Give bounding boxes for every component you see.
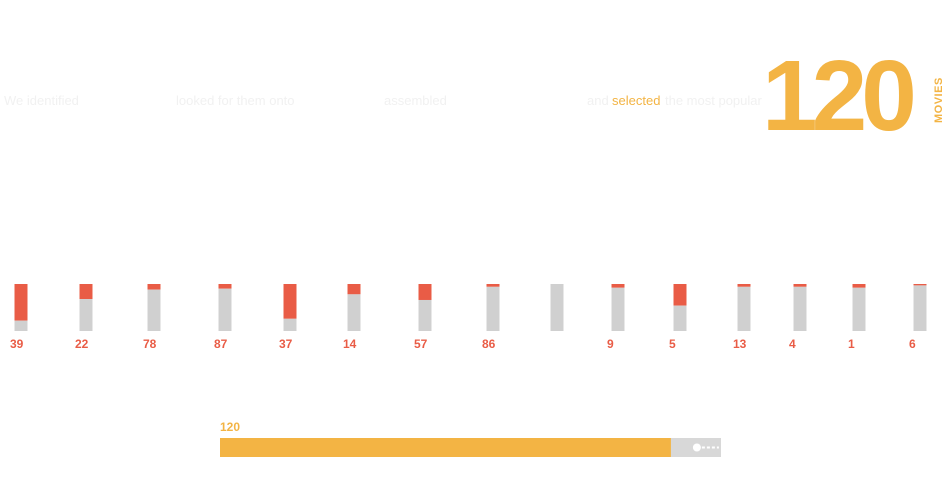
bar-segment-base-13: [852, 287, 866, 331]
progress-label: 120: [220, 420, 241, 434]
bar-segment-highlight-7: [486, 284, 500, 287]
bar-segment-highlight-13: [852, 284, 866, 288]
bar-group: [14, 284, 927, 331]
bar-segment-highlight-10: [673, 284, 687, 306]
progress-knob-icon[interactable]: [692, 443, 719, 452]
bar-segment-highlight-5: [347, 284, 361, 295]
tick-label-6: 57: [414, 337, 428, 351]
tick-label-12: 4: [789, 337, 796, 351]
intro-highlight-word: selected: [612, 93, 661, 108]
bar-segment-base-1: [79, 299, 93, 331]
intro-text-part-3: assembled: [384, 93, 447, 108]
bar-segment-highlight-4: [283, 284, 297, 319]
intro-text-part-2: looked for them onto: [176, 93, 295, 108]
bar-segment-base-5: [347, 294, 361, 331]
bar-segment-base-7: [486, 286, 500, 331]
bar-segment-highlight-14: [913, 284, 927, 286]
tick-label-0: 39: [10, 337, 24, 351]
bar-segment-base-3: [218, 288, 232, 331]
bar-segment-base-8: [550, 284, 564, 331]
tick-label-4: 37: [279, 337, 293, 351]
tick-label-group: 39 22 78 87 37 14 57 86 9 5 13 4 1 6: [10, 337, 916, 351]
bar-segment-highlight-9: [611, 284, 625, 288]
tick-label-1: 22: [75, 337, 89, 351]
tick-label-14: 6: [909, 337, 916, 351]
tick-label-3: 87: [214, 337, 228, 351]
tick-label-11: 13: [733, 337, 747, 351]
bar-segment-highlight-1: [79, 284, 93, 300]
tick-label-2: 78: [143, 337, 157, 351]
bar-segment-base-11: [737, 286, 751, 331]
knob-dot: [692, 443, 701, 452]
bar-segment-base-9: [611, 287, 625, 331]
progress-fill: [220, 438, 671, 457]
bar-segment-base-0: [14, 320, 28, 331]
bar-segment-highlight-11: [737, 284, 751, 287]
tick-label-10: 5: [669, 337, 676, 351]
tick-label-13: 1: [848, 337, 855, 351]
intro-text-part-4: and: [587, 93, 609, 108]
bar-segment-base-2: [147, 289, 161, 331]
intro-text-part-5: the most popular: [665, 93, 762, 108]
tick-label-7: 86: [482, 337, 496, 351]
bar-segment-highlight-12: [793, 284, 807, 287]
headline-count: 120: [762, 40, 917, 152]
bar-segment-base-6: [418, 299, 432, 331]
bar-segment-highlight-3: [218, 284, 232, 289]
bar-segment-base-12: [793, 286, 807, 331]
bar-segment-base-14: [913, 285, 927, 331]
bar-segment-base-10: [673, 305, 687, 331]
bar-segment-highlight-6: [418, 284, 432, 300]
intro-text-part-1: We identified: [4, 93, 79, 108]
progress-bar: [220, 438, 721, 457]
bar-segment-highlight-2: [147, 284, 161, 290]
tick-label-5: 14: [343, 337, 357, 351]
tick-label-9: 9: [607, 337, 614, 351]
bar-segment-highlight-0: [14, 284, 28, 321]
bar-segment-base-4: [283, 318, 297, 331]
